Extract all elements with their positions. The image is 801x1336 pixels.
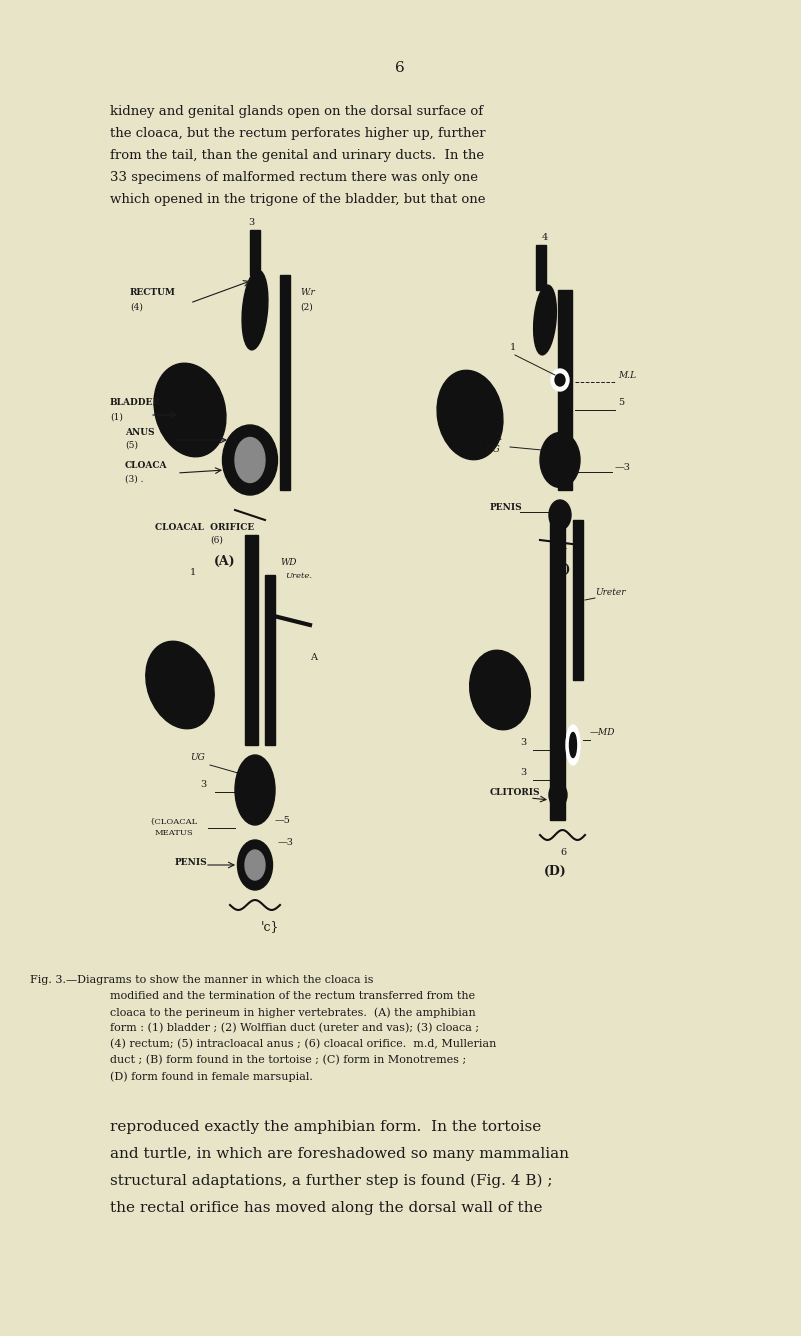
Text: which opened in the trigone of the bladder, but that one: which opened in the trigone of the bladd… bbox=[110, 192, 485, 206]
Text: 3: 3 bbox=[520, 737, 526, 747]
Text: —5: —5 bbox=[275, 816, 291, 826]
Text: 7: 7 bbox=[560, 548, 566, 557]
Text: (D): (D) bbox=[544, 864, 566, 878]
Ellipse shape bbox=[238, 840, 272, 890]
Text: —3: —3 bbox=[615, 464, 631, 472]
Text: (5): (5) bbox=[125, 441, 138, 450]
Text: 3: 3 bbox=[520, 768, 526, 778]
Text: —3: —3 bbox=[278, 838, 294, 847]
Text: (2): (2) bbox=[300, 303, 312, 313]
Text: 5: 5 bbox=[618, 398, 624, 407]
Polygon shape bbox=[558, 290, 572, 490]
Text: W.r: W.r bbox=[300, 289, 315, 297]
Text: cloaca to the perineum in higher vertebrates.  (A) the amphibian: cloaca to the perineum in higher vertebr… bbox=[110, 1007, 476, 1018]
Ellipse shape bbox=[437, 370, 503, 460]
Text: MEATUS: MEATUS bbox=[155, 830, 194, 836]
Text: (A): (A) bbox=[214, 554, 235, 568]
Text: 33 specimens of malformed rectum there was only one: 33 specimens of malformed rectum there w… bbox=[110, 171, 478, 184]
Text: UG: UG bbox=[485, 445, 500, 454]
Ellipse shape bbox=[555, 374, 565, 386]
Text: Fig. 3.—Diagrams to show the manner in which the cloaca is: Fig. 3.—Diagrams to show the manner in w… bbox=[30, 975, 373, 985]
Text: (B): (B) bbox=[549, 562, 571, 576]
Text: 1: 1 bbox=[510, 343, 517, 351]
Text: PENIS: PENIS bbox=[490, 502, 522, 512]
Text: M.L: M.L bbox=[618, 371, 636, 379]
Text: and turtle, in which are foreshadowed so many mammalian: and turtle, in which are foreshadowed so… bbox=[110, 1148, 569, 1161]
Text: 6: 6 bbox=[395, 61, 405, 75]
Text: from the tail, than the genital and urinary ducts.  In the: from the tail, than the genital and urin… bbox=[110, 150, 484, 162]
Text: modified and the termination of the rectum transferred from the: modified and the termination of the rect… bbox=[110, 991, 475, 1001]
Text: UG: UG bbox=[190, 754, 205, 762]
Text: the cloaca, but the rectum perforates higher up, further: the cloaca, but the rectum perforates hi… bbox=[110, 127, 485, 140]
Polygon shape bbox=[245, 534, 258, 745]
Text: 'c}: 'c} bbox=[261, 921, 280, 933]
Text: 1: 1 bbox=[190, 568, 196, 577]
Ellipse shape bbox=[245, 850, 265, 880]
Text: 4: 4 bbox=[542, 232, 548, 242]
Ellipse shape bbox=[533, 285, 557, 355]
Text: 3: 3 bbox=[248, 218, 254, 227]
Ellipse shape bbox=[223, 425, 277, 496]
Text: kidney and genital glands open on the dorsal surface of: kidney and genital glands open on the do… bbox=[110, 106, 483, 118]
Text: the rectal orifice has moved along the dorsal wall of the: the rectal orifice has moved along the d… bbox=[110, 1201, 542, 1214]
Text: (6): (6) bbox=[210, 536, 223, 545]
Ellipse shape bbox=[570, 732, 577, 758]
Text: (1): (1) bbox=[110, 413, 123, 422]
Polygon shape bbox=[550, 520, 565, 820]
Ellipse shape bbox=[235, 755, 275, 826]
Ellipse shape bbox=[235, 437, 265, 482]
Ellipse shape bbox=[540, 433, 580, 488]
Text: reproduced exactly the amphibian form.  In the tortoise: reproduced exactly the amphibian form. I… bbox=[110, 1120, 541, 1134]
Polygon shape bbox=[573, 520, 583, 680]
Text: (D) form found in female marsupial.: (D) form found in female marsupial. bbox=[110, 1071, 313, 1082]
Polygon shape bbox=[265, 574, 275, 745]
Text: —MD: —MD bbox=[590, 728, 615, 737]
Ellipse shape bbox=[154, 363, 226, 457]
Text: duct ; (B) form found in the tortoise ; (C) form in Monotremes ;: duct ; (B) form found in the tortoise ; … bbox=[110, 1055, 466, 1065]
Text: CLOACAL  ORIFICE: CLOACAL ORIFICE bbox=[155, 522, 254, 532]
Ellipse shape bbox=[146, 641, 214, 728]
Text: CLITORIS: CLITORIS bbox=[490, 788, 541, 798]
Text: 3: 3 bbox=[200, 780, 206, 790]
Polygon shape bbox=[536, 244, 546, 290]
Text: Urete.: Urete. bbox=[285, 572, 312, 580]
Text: ANUS: ANUS bbox=[125, 428, 155, 437]
Polygon shape bbox=[280, 275, 290, 490]
Text: (4) rectum; (5) intracloacal anus ; (6) cloacal orifice.  m.d, Mullerian: (4) rectum; (5) intracloacal anus ; (6) … bbox=[110, 1039, 497, 1049]
Ellipse shape bbox=[242, 270, 268, 350]
Text: structural adaptations, a further step is found (Fig. 4 B) ;: structural adaptations, a further step i… bbox=[110, 1174, 553, 1189]
Text: PENIS: PENIS bbox=[175, 858, 207, 867]
Text: CLOACA: CLOACA bbox=[125, 461, 167, 470]
Text: WD: WD bbox=[280, 558, 296, 566]
Text: (3) .: (3) . bbox=[125, 476, 143, 484]
Text: BLADDER: BLADDER bbox=[110, 398, 161, 407]
Text: Ureter: Ureter bbox=[595, 588, 626, 597]
Text: A: A bbox=[310, 653, 317, 663]
Text: (4): (4) bbox=[130, 303, 143, 313]
Ellipse shape bbox=[566, 725, 580, 766]
Text: 2: 2 bbox=[495, 433, 501, 442]
Text: {CLOACAL: {CLOACAL bbox=[150, 818, 199, 826]
Ellipse shape bbox=[549, 500, 571, 530]
Ellipse shape bbox=[549, 783, 567, 807]
Text: RECTUM: RECTUM bbox=[130, 289, 176, 297]
Ellipse shape bbox=[551, 369, 569, 391]
Ellipse shape bbox=[469, 651, 530, 729]
Text: form : (1) bladder ; (2) Wolffian duct (ureter and vas); (3) cloaca ;: form : (1) bladder ; (2) Wolffian duct (… bbox=[110, 1023, 479, 1033]
Text: 6: 6 bbox=[560, 848, 566, 856]
Polygon shape bbox=[250, 230, 260, 275]
